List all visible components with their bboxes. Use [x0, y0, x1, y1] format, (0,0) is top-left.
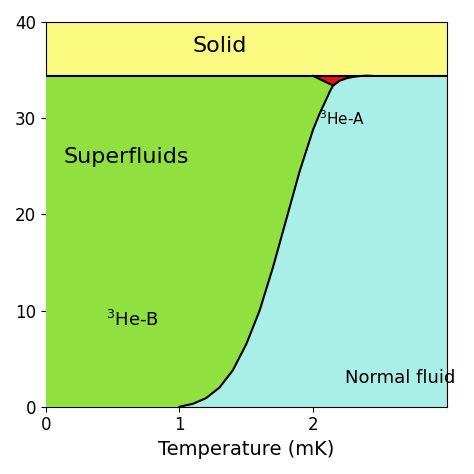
Polygon shape [46, 76, 333, 407]
Text: Superfluids: Superfluids [63, 146, 189, 167]
Text: $^3$He-B: $^3$He-B [106, 310, 159, 330]
Polygon shape [313, 76, 372, 85]
X-axis label: Temperature (mK): Temperature (mK) [158, 440, 335, 459]
Text: $^3$He-A: $^3$He-A [319, 109, 365, 128]
Text: Normal fluid: Normal fluid [345, 369, 455, 387]
Text: Solid: Solid [192, 36, 247, 56]
